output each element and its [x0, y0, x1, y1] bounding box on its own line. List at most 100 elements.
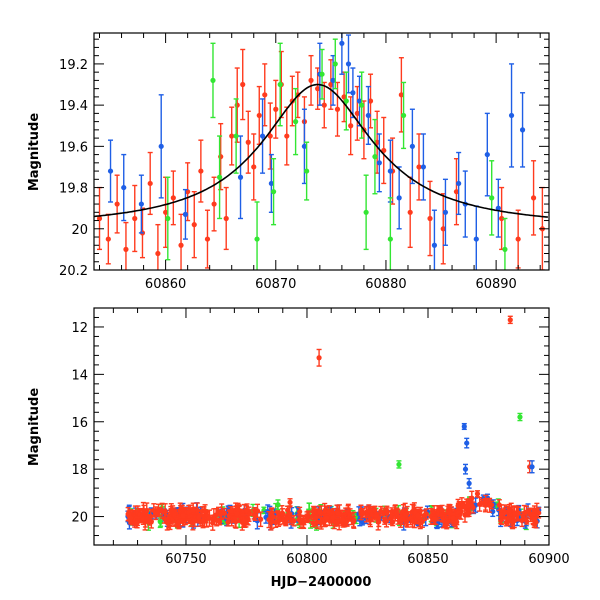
top-red-point-marker [499, 215, 505, 222]
top-green-point-marker [254, 236, 260, 242]
x-tick-label: 60890 [475, 277, 516, 292]
top-red-point-marker [348, 123, 354, 129]
top-red-point [178, 213, 184, 270]
top-red-point-marker [234, 102, 240, 108]
bottom-red-point-marker [440, 517, 447, 524]
top-green-point [270, 158, 277, 226]
bottom-red-point [439, 504, 445, 517]
bottom-green-outlier-marker [396, 461, 402, 468]
top-green-point [233, 98, 239, 174]
top-red-point-marker [398, 92, 404, 98]
top-red-point [170, 170, 176, 226]
bottom-blue-outlier [466, 477, 472, 489]
top-green-point [400, 81, 407, 150]
top-green-point [254, 201, 260, 270]
top-red-point-marker [218, 154, 224, 160]
top-panel-light-curve: 60860 60870 60880 60890 19.2 19.4 19.6 19.8 20 20… [27, 32, 550, 292]
bottom-red-point [394, 507, 400, 520]
bottom-red-point-marker [279, 510, 285, 517]
bottom-red-point-marker [360, 510, 366, 516]
top-red-point-marker [211, 201, 217, 207]
bottom-red-point [470, 501, 476, 514]
bottom-red-point-marker [244, 507, 250, 513]
top-green-point-marker [233, 133, 239, 139]
top-blue-point [484, 112, 490, 197]
top-green-point-marker [319, 71, 325, 77]
top-green-point-marker [359, 102, 365, 108]
bottom-red-outlier-marker [316, 355, 322, 361]
bottom-red-point-marker [335, 510, 341, 516]
x-tick-label: 60860 [145, 277, 186, 292]
bottom-red-point-marker [128, 515, 134, 521]
top-blue-point-marker [508, 112, 515, 119]
bottom-red-point [347, 508, 353, 521]
bottom-red-point [536, 507, 542, 519]
top-green-point-marker [165, 215, 171, 222]
top-plot-frame [93, 32, 550, 271]
bottom-red-point-marker [455, 503, 461, 509]
top-blue-point-marker [330, 77, 336, 83]
bottom-blue-outlier-marker [461, 423, 467, 430]
top-red-point-marker [229, 133, 235, 139]
top-red-point-marker [315, 86, 321, 92]
top-axis-ticks: 60860 60870 60880 60890 19.2 19.4 19.6 19.8 20 20… [59, 33, 549, 292]
top-red-point [105, 213, 111, 265]
top-red-point [427, 180, 433, 257]
top-blue-point-marker [396, 195, 402, 201]
bottom-red-point-marker [316, 509, 322, 515]
top-red-point-marker [163, 209, 169, 215]
bottom-red-point [258, 511, 264, 528]
bottom-red-point [241, 515, 247, 528]
top-green-point-marker [502, 246, 508, 252]
bottom-red-point-marker [287, 512, 293, 518]
top-blue-point [138, 174, 144, 234]
bottom-red-point-marker [439, 507, 445, 513]
top-blue-point-marker [409, 143, 415, 149]
top-red-point-marker [341, 94, 347, 100]
bottom-red-point [409, 514, 416, 528]
top-blue-point [237, 135, 244, 220]
top-red-point-marker [334, 106, 341, 112]
top-red-point [284, 106, 290, 166]
bottom-red-point-marker [192, 518, 198, 524]
bottom-red-point-marker [281, 518, 287, 524]
bottom-red-point-marker [241, 518, 247, 525]
bottom-red-point [506, 503, 512, 518]
top-blue-point-marker [138, 201, 144, 207]
bottom-red-point-marker [378, 508, 384, 514]
bottom-red-point-marker [532, 516, 538, 522]
bottom-red-point [128, 511, 134, 525]
y-tick-label: 19.6 [59, 140, 88, 155]
top-red-point-marker [256, 112, 262, 119]
bottom-green-outlier-marker [517, 414, 523, 420]
top-red-point-marker [204, 236, 211, 242]
bottom-red-outlier-marker [507, 317, 513, 323]
bottom-red-point [148, 514, 154, 529]
bottom-red-point [210, 514, 216, 531]
bottom-red-point-marker [270, 514, 276, 520]
top-red-point-marker [453, 189, 460, 195]
bottom-red-point [214, 513, 220, 527]
y-tick-label: 14 [71, 368, 88, 383]
top-blue-point-marker [519, 127, 526, 133]
bottom-red-point-marker [194, 507, 200, 514]
top-red-point [515, 209, 521, 269]
top-red-point-marker [440, 226, 446, 232]
top-green-point [372, 118, 378, 195]
bottom-red-point-marker [394, 510, 400, 516]
top-blue-point-marker [107, 168, 114, 174]
top-blue-point [107, 139, 114, 203]
top-green-point-marker [363, 209, 369, 215]
bottom-blue-outlier-marker [462, 466, 469, 472]
bottom-red-point-marker [219, 509, 225, 515]
y-tick-label: 19.2 [59, 58, 88, 73]
bottom-red-point [532, 512, 538, 527]
bottom-red-point-marker [384, 508, 390, 514]
top-red-point-marker [284, 133, 290, 139]
top-blue-point-marker [356, 98, 363, 104]
bottom-red-point [244, 505, 250, 516]
bottom-red-point-marker [148, 519, 154, 525]
top-blue-point [508, 63, 515, 168]
top-red-point [204, 209, 211, 269]
top-red-point [123, 221, 129, 270]
